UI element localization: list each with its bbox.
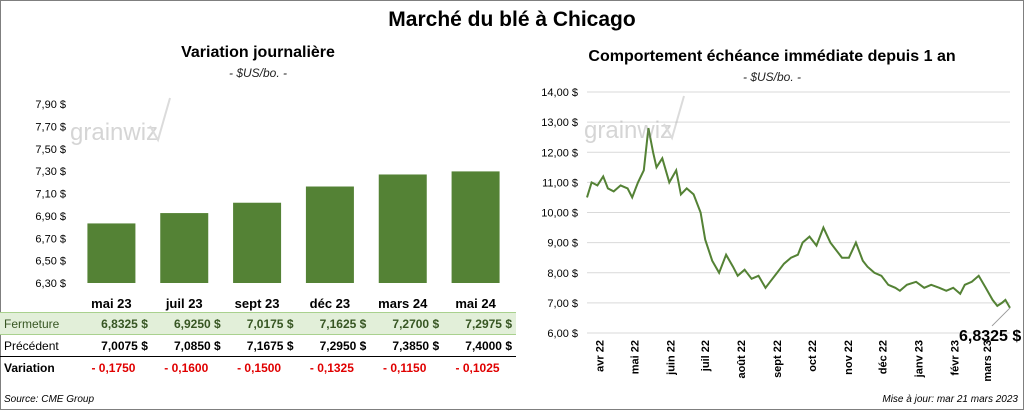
- table-cell: - 0,1600: [164, 360, 209, 375]
- y-tick-label: 8,00 $: [547, 268, 578, 280]
- y-tick-label: 7,30 $: [35, 166, 66, 178]
- table-cell: - 0,1750: [91, 360, 136, 375]
- x-tick-label: déc 23: [310, 296, 350, 311]
- bar: [378, 174, 427, 283]
- source-note: Source: CME Group: [4, 394, 95, 405]
- table-cell: - 0,1150: [383, 360, 427, 375]
- table-cell: 7,2700 $: [370, 312, 444, 335]
- table-cell: - 0,1025: [455, 360, 500, 375]
- table-row-precedent: Précédent 7,0075 $ 7,0850 $ 7,1675 $ 7,2…: [0, 334, 516, 357]
- x-tick-label: oct 22: [807, 340, 819, 372]
- line-chart: 6,00 $ 7,00 $ 8,00 $ 9,00 $ 10,00 $ 11,00 $ 12…: [541, 87, 1011, 382]
- y-tick-label: 7,70 $: [35, 121, 66, 133]
- x-tick-label: juin 22: [665, 340, 677, 376]
- bar: [160, 213, 209, 283]
- table-cell: 7,1675 $: [224, 334, 298, 357]
- table-cell: - 0,1500: [237, 360, 282, 375]
- x-tick-label: mai 24: [455, 296, 496, 311]
- table-cell: 7,1625 $: [297, 312, 371, 335]
- watermark-text: grainwiz: [70, 119, 158, 146]
- x-tick-label: mars 23: [982, 340, 994, 382]
- x-tick-label: févr 23: [949, 340, 961, 375]
- bar-chart-title: Variation journalière: [181, 44, 335, 61]
- last-value-leader: [991, 307, 1011, 327]
- table-cell: 7,0075 $: [79, 334, 152, 357]
- last-value-label: 6,8325 $: [959, 328, 1022, 345]
- y-tick-label: 6,70 $: [35, 233, 66, 245]
- y-tick-label: 7,00 $: [547, 298, 578, 310]
- y-tick-label: 10,00 $: [541, 208, 578, 220]
- watermark-text: grainwiz: [584, 117, 672, 144]
- update-note: Mise à jour: mar 21 mars 2023: [882, 394, 1018, 405]
- grainwiz-watermark: grainwiz: [584, 95, 685, 144]
- watermark-mark-icon: [149, 97, 171, 143]
- y-tick-label: 6,30 $: [35, 278, 66, 290]
- table-cell: 7,0850 $: [151, 334, 225, 357]
- row-label: Variation: [4, 360, 55, 375]
- x-tick-label: janv 23: [913, 340, 925, 378]
- y-tick-label: 7,90 $: [35, 99, 66, 111]
- table-cell: 6,8325 $: [79, 312, 152, 335]
- x-tick-label: mars 24: [378, 296, 428, 311]
- x-tick-label: mai 22: [630, 340, 642, 374]
- table-cell: 7,3850 $: [370, 334, 444, 357]
- table-cell: 7,0175 $: [224, 312, 298, 335]
- y-tick-label: 12,00 $: [541, 147, 578, 159]
- table-cell: 7,4000 $: [443, 334, 516, 357]
- y-tick-label: 9,00 $: [547, 238, 578, 250]
- line-chart-title: Comportement échéance immédiate depuis 1…: [588, 48, 956, 65]
- y-tick-label: 6,50 $: [35, 256, 66, 268]
- row-label: Fermeture: [0, 312, 80, 335]
- x-tick-label: sept 23: [235, 296, 280, 311]
- series-line: [586, 127, 1011, 309]
- x-tick-label: déc 22: [878, 340, 890, 374]
- y-tick-label: 7,50 $: [35, 144, 66, 156]
- y-tick-label: 11,00 $: [542, 177, 578, 189]
- bar: [87, 223, 136, 283]
- line-chart-unit: - $US/bo. -: [742, 70, 802, 84]
- bar: [233, 202, 282, 283]
- y-tick-label: 7,10 $: [35, 189, 66, 201]
- x-tick-label: mai 23: [91, 296, 131, 311]
- y-tick-label: 6,00 $: [547, 328, 578, 340]
- table-cell: 7,2975 $: [443, 312, 516, 335]
- x-tick-label: juil 22: [700, 340, 712, 372]
- x-tick-label: août 22: [736, 340, 748, 379]
- bar: [305, 186, 354, 283]
- price-table: Fermeture 6,8325 $ 6,9250 $ 7,0175 $ 7,1…: [0, 312, 516, 378]
- watermark-mark-icon: [663, 95, 685, 141]
- table-row-variation: Variation - 0,1750 - 0,1600 - 0,1500 - 0…: [0, 357, 516, 379]
- x-tick-label: avr 22: [595, 340, 607, 372]
- table-cell: 6,9250 $: [151, 312, 225, 335]
- bar: [451, 171, 500, 283]
- y-tick-label: 13,00 $: [541, 117, 578, 129]
- x-tick-label: juil 23: [165, 296, 203, 311]
- table-row-fermeture: Fermeture 6,8325 $ 6,9250 $ 7,0175 $ 7,1…: [0, 312, 516, 335]
- x-tick-label: nov 22: [843, 340, 855, 375]
- row-label: Précédent: [0, 334, 80, 357]
- y-tick-label: 6,90 $: [35, 211, 66, 223]
- bar-chart: 6,30 $ 6,50 $ 6,70 $ 6,90 $ 7,10 $ 7,30 $ 7,50…: [35, 97, 500, 311]
- grainwiz-watermark: grainwiz: [70, 97, 171, 146]
- y-tick-label: 14,00 $: [541, 87, 578, 99]
- bar-chart-unit: - $US/bo. -: [228, 66, 288, 80]
- page-title: Marché du blé à Chicago: [388, 8, 636, 31]
- table-cell: - 0,1325: [309, 360, 354, 375]
- table-cell: 7,2950 $: [297, 334, 371, 357]
- x-tick-label: sept 22: [772, 340, 784, 378]
